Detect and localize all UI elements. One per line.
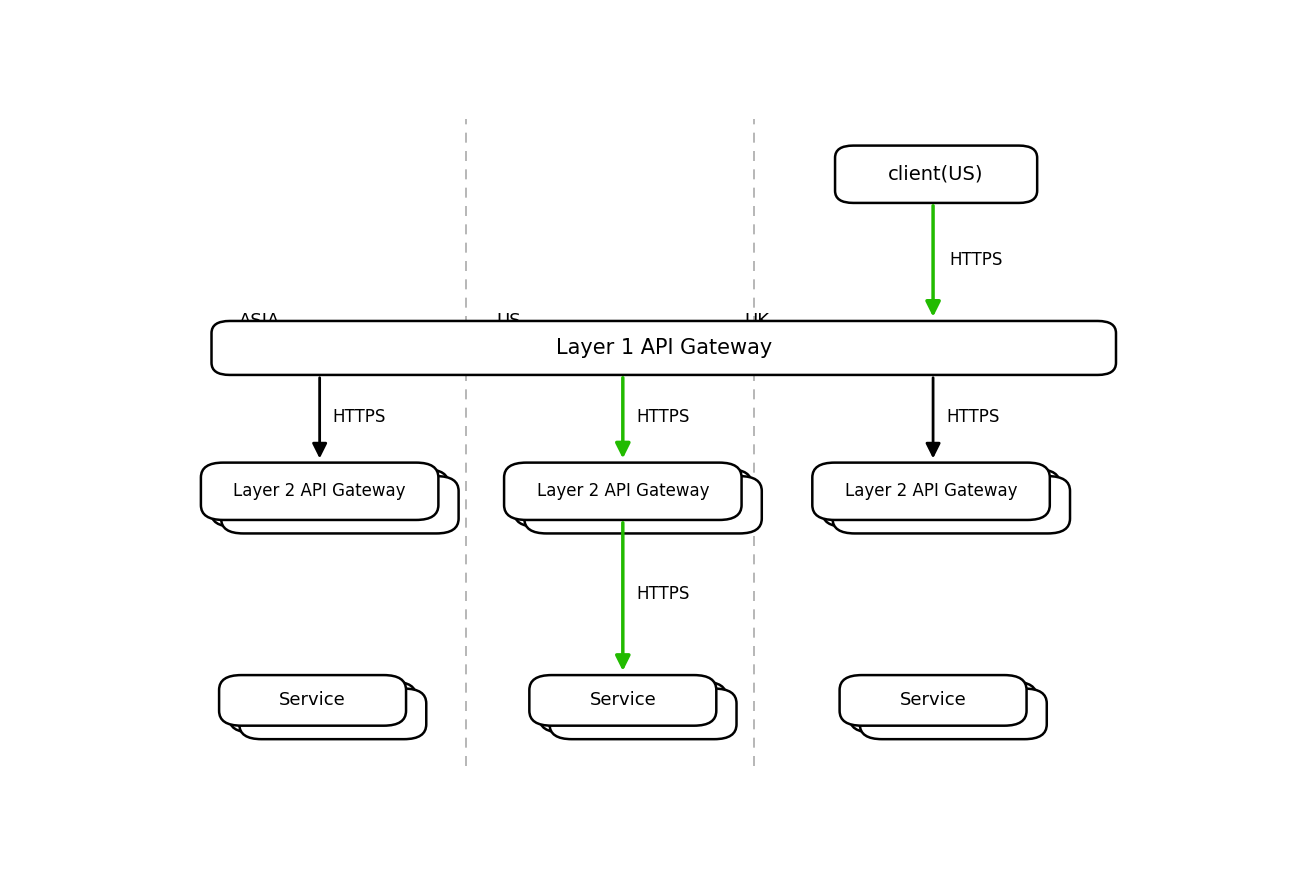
FancyBboxPatch shape [832,477,1071,533]
FancyBboxPatch shape [840,675,1026,725]
FancyBboxPatch shape [823,470,1060,526]
Text: Layer 2 API Gateway: Layer 2 API Gateway [845,483,1017,500]
FancyBboxPatch shape [540,682,726,732]
Text: ASIA: ASIA [239,312,280,330]
FancyBboxPatch shape [240,689,426,739]
FancyBboxPatch shape [812,463,1050,520]
FancyBboxPatch shape [859,689,1047,739]
FancyBboxPatch shape [219,675,406,725]
FancyBboxPatch shape [850,682,1037,732]
FancyBboxPatch shape [505,463,742,520]
FancyBboxPatch shape [524,477,762,533]
FancyBboxPatch shape [529,675,716,725]
Text: Layer 1 API Gateway: Layer 1 API Gateway [556,338,772,358]
FancyBboxPatch shape [211,470,449,526]
Text: HTTPS: HTTPS [949,251,1003,269]
Text: Service: Service [900,691,966,710]
Text: HTTPS: HTTPS [947,407,1000,426]
Text: HTTPS: HTTPS [636,407,690,426]
Text: HTTPS: HTTPS [333,407,386,426]
FancyBboxPatch shape [211,321,1116,375]
FancyBboxPatch shape [201,463,438,520]
Text: Layer 2 API Gateway: Layer 2 API Gateway [536,483,709,500]
FancyBboxPatch shape [230,682,416,732]
Text: US: US [497,312,522,330]
FancyBboxPatch shape [835,145,1037,203]
FancyBboxPatch shape [222,477,459,533]
Text: Service: Service [279,691,346,710]
FancyBboxPatch shape [514,470,751,526]
Text: Layer 2 API Gateway: Layer 2 API Gateway [233,483,406,500]
Text: client(US): client(US) [888,165,983,184]
Text: HTTPS: HTTPS [636,585,690,604]
FancyBboxPatch shape [549,689,737,739]
Text: UK: UK [745,312,769,330]
Text: Service: Service [589,691,656,710]
